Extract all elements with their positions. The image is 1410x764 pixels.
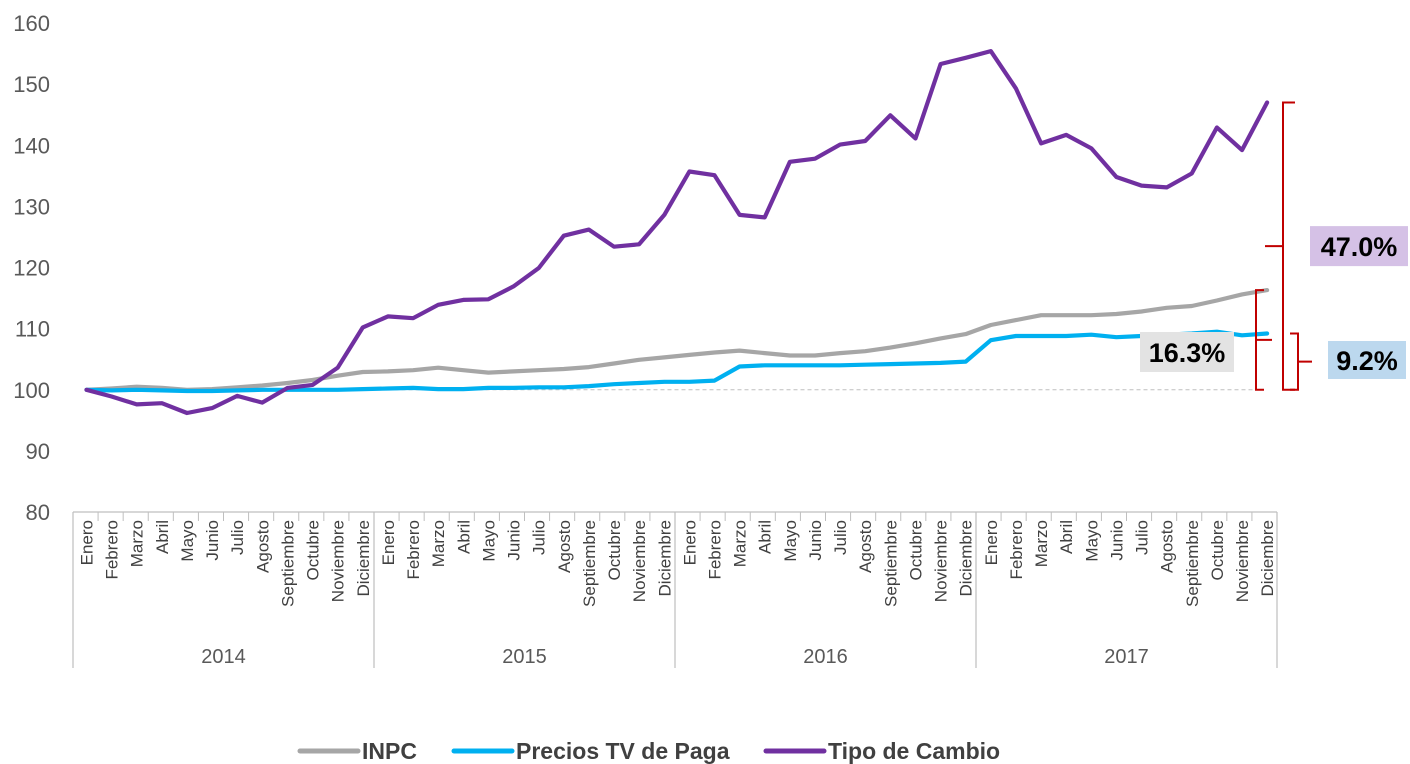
- year-label: 2017: [1104, 646, 1149, 668]
- month-label: Septiembre: [580, 520, 599, 607]
- series-line-1: [84, 329, 1270, 394]
- month-label: Enero: [680, 520, 699, 565]
- annotations: 47.0% 16.3% 9.2%: [1140, 101, 1408, 391]
- month-label: Enero: [982, 520, 1001, 565]
- month-label: Febrero: [103, 520, 122, 580]
- month-label: Abril: [153, 520, 172, 554]
- month-label: Julio: [1133, 520, 1152, 555]
- range-bracket: [1265, 101, 1295, 391]
- month-label: Abril: [756, 520, 775, 554]
- month-label: Agosto: [856, 520, 875, 573]
- month-label: Junio: [806, 520, 825, 561]
- month-label: Agosto: [555, 520, 574, 573]
- annotation-label: 47.0%: [1310, 226, 1408, 267]
- y-tick-label: 130: [13, 194, 50, 219]
- month-label: Abril: [1057, 520, 1076, 554]
- legend-label: Precios TV de Paga: [516, 738, 730, 764]
- month-label: Junio: [505, 520, 524, 561]
- year-label: 2016: [803, 646, 848, 668]
- month-label: Marzo: [731, 520, 750, 567]
- legend-item: INPC: [297, 738, 417, 764]
- range-bracket: [1290, 332, 1312, 391]
- month-label: Septiembre: [278, 520, 297, 607]
- month-label: Julio: [530, 520, 549, 555]
- month-label: Junio: [203, 520, 222, 561]
- year-label: 2014: [201, 646, 246, 668]
- month-label: Marzo: [1032, 520, 1051, 567]
- annotation-box: [1328, 341, 1406, 379]
- series-line-2: [84, 49, 1270, 416]
- y-tick-label: 90: [26, 439, 50, 464]
- month-label: Junio: [1107, 520, 1126, 561]
- x-axis: 2014 Enero Febrero Marzo Abril Mayo Junio Julio…: [72, 511, 1278, 668]
- month-label: Febrero: [1007, 520, 1026, 580]
- legend-item: Precios TV de Paga: [451, 738, 730, 764]
- month-label: Abril: [454, 520, 473, 554]
- annotation-text: 9.2%: [1336, 346, 1398, 376]
- y-tick-label: 160: [13, 11, 50, 36]
- month-label: Octubre: [605, 520, 624, 580]
- month-label: Febrero: [706, 520, 725, 580]
- month-label: Noviembre: [329, 520, 348, 602]
- month-label: Octubre: [304, 520, 323, 580]
- month-label: Octubre: [1208, 520, 1227, 580]
- month-label: Julio: [228, 520, 247, 555]
- month-label: Diciembre: [957, 520, 976, 597]
- series-line-0: [84, 288, 1270, 392]
- annotation-label: 16.3%: [1140, 332, 1234, 372]
- annotation-box: [1140, 332, 1234, 372]
- annotation-text: 16.3%: [1149, 338, 1226, 368]
- legend: INPC Precios TV de Paga Tipo de Cambio: [297, 738, 1000, 764]
- month-label: Mayo: [479, 520, 498, 562]
- annotation-text: 47.0%: [1321, 232, 1398, 262]
- month-label: Diciembre: [354, 520, 373, 597]
- legend-label: INPC: [362, 738, 417, 764]
- month-label: Agosto: [1158, 520, 1177, 573]
- y-tick-label: 150: [13, 72, 50, 97]
- series-layer: [84, 49, 1270, 416]
- month-label: Mayo: [178, 520, 197, 562]
- month-label: Mayo: [1082, 520, 1101, 562]
- month-label: Marzo: [128, 520, 147, 567]
- y-tick-label: 100: [13, 378, 50, 403]
- month-label: Diciembre: [1258, 520, 1277, 597]
- month-label: Enero: [379, 520, 398, 565]
- month-label: Marzo: [429, 520, 448, 567]
- month-label: Julio: [831, 520, 850, 555]
- year-label: 2015: [502, 646, 547, 668]
- range-bracket: [1255, 289, 1272, 391]
- y-tick-label: 80: [26, 500, 50, 525]
- month-label: Noviembre: [1233, 520, 1252, 602]
- month-label: Septiembre: [881, 520, 900, 607]
- annotation-label: 9.2%: [1328, 341, 1406, 379]
- month-label: Febrero: [404, 520, 423, 580]
- legend-label: Tipo de Cambio: [828, 738, 1000, 764]
- annotation-box: [1310, 226, 1408, 267]
- y-tick-label: 120: [13, 256, 50, 281]
- month-label: Noviembre: [932, 520, 951, 602]
- y-tick-label: 140: [13, 133, 50, 158]
- month-label: Agosto: [253, 520, 272, 573]
- month-label: Octubre: [906, 520, 925, 580]
- month-label: Mayo: [781, 520, 800, 562]
- month-label: Diciembre: [655, 520, 674, 597]
- month-label: Noviembre: [630, 520, 649, 602]
- legend-item: Tipo de Cambio: [763, 738, 1000, 764]
- month-label: Enero: [78, 520, 97, 565]
- y-axis: 80 90 100 110 120 130 140 150 160: [13, 11, 50, 525]
- month-label: Septiembre: [1183, 520, 1202, 607]
- y-tick-label: 110: [15, 317, 50, 342]
